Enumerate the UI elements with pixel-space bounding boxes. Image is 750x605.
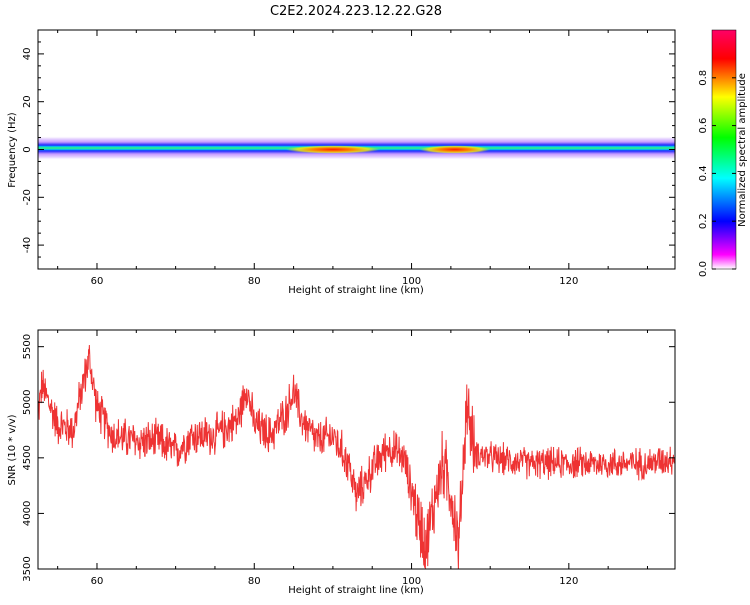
colorbar-tick-label: 0.0 — [698, 261, 709, 277]
spectral-peaks — [285, 145, 491, 154]
snr-x-tick-label: 120 — [559, 576, 578, 587]
snr-x-tick-label: 60 — [91, 576, 104, 587]
colorbar-tick-label: 0.4 — [698, 165, 709, 181]
colorbar-tick-label: 0.8 — [698, 70, 709, 86]
spectrogram-y-tick-label: -20 — [22, 189, 33, 205]
spectrogram-x-tick-label: 60 — [91, 276, 104, 287]
snr-y-label: SNR (10 * v/v) — [7, 414, 18, 485]
colorbar-tick-label: 0.6 — [698, 118, 709, 134]
spectrogram-panel: 60 80 100 120 40 20 0 -20 -40 Height of straight… — [7, 29, 676, 296]
snr-frame — [37, 329, 676, 570]
colorbar-label: Normalized spectral amplitude — [737, 73, 748, 227]
spectrogram-x-tick-label: 80 — [248, 276, 261, 287]
spectrogram-y-label: Frequency (Hz) — [7, 112, 18, 188]
colorbar: 0.0 0.2 0.4 0.6 0.8 Normalized spectral ampl… — [698, 29, 748, 277]
spectrogram-y-tick-label: 0 — [22, 146, 33, 152]
snr-series-line — [38, 345, 675, 569]
snr-y-tick-label: 4000 — [22, 501, 33, 526]
colorbar-gradient — [711, 29, 737, 270]
snr-y-tick-label: 3500 — [22, 556, 33, 581]
spectral-peak — [285, 145, 381, 154]
snr-x-tick-label: 100 — [402, 576, 421, 587]
snr-y-tick-label: 5000 — [22, 390, 33, 415]
spectrogram-y-tick-label: 20 — [22, 95, 33, 108]
snr-x-label: Height of straight line (km) — [288, 585, 424, 596]
snr-y-tick-label: 4500 — [22, 445, 33, 470]
spectrogram-x-tick-label: 100 — [402, 276, 421, 287]
chart-title: C2E2.2024.223.12.22.G28 — [270, 4, 442, 19]
spectral-peak — [419, 145, 491, 154]
snr-x-tick-label: 80 — [248, 576, 261, 587]
spectrogram-y-tick-label: -40 — [22, 237, 33, 253]
spectrogram-y-tick-label: 40 — [22, 48, 33, 61]
snr-y-tick-label: 5500 — [22, 334, 33, 359]
snr-panel: 60 80 100 120 5500 5000 4500 4000 3500 Height of… — [7, 329, 676, 596]
colorbar-tick-label: 0.2 — [698, 213, 709, 229]
spectrogram-x-tick-label: 120 — [559, 276, 578, 287]
spectrogram-x-label: Height of straight line (km) — [288, 285, 424, 296]
